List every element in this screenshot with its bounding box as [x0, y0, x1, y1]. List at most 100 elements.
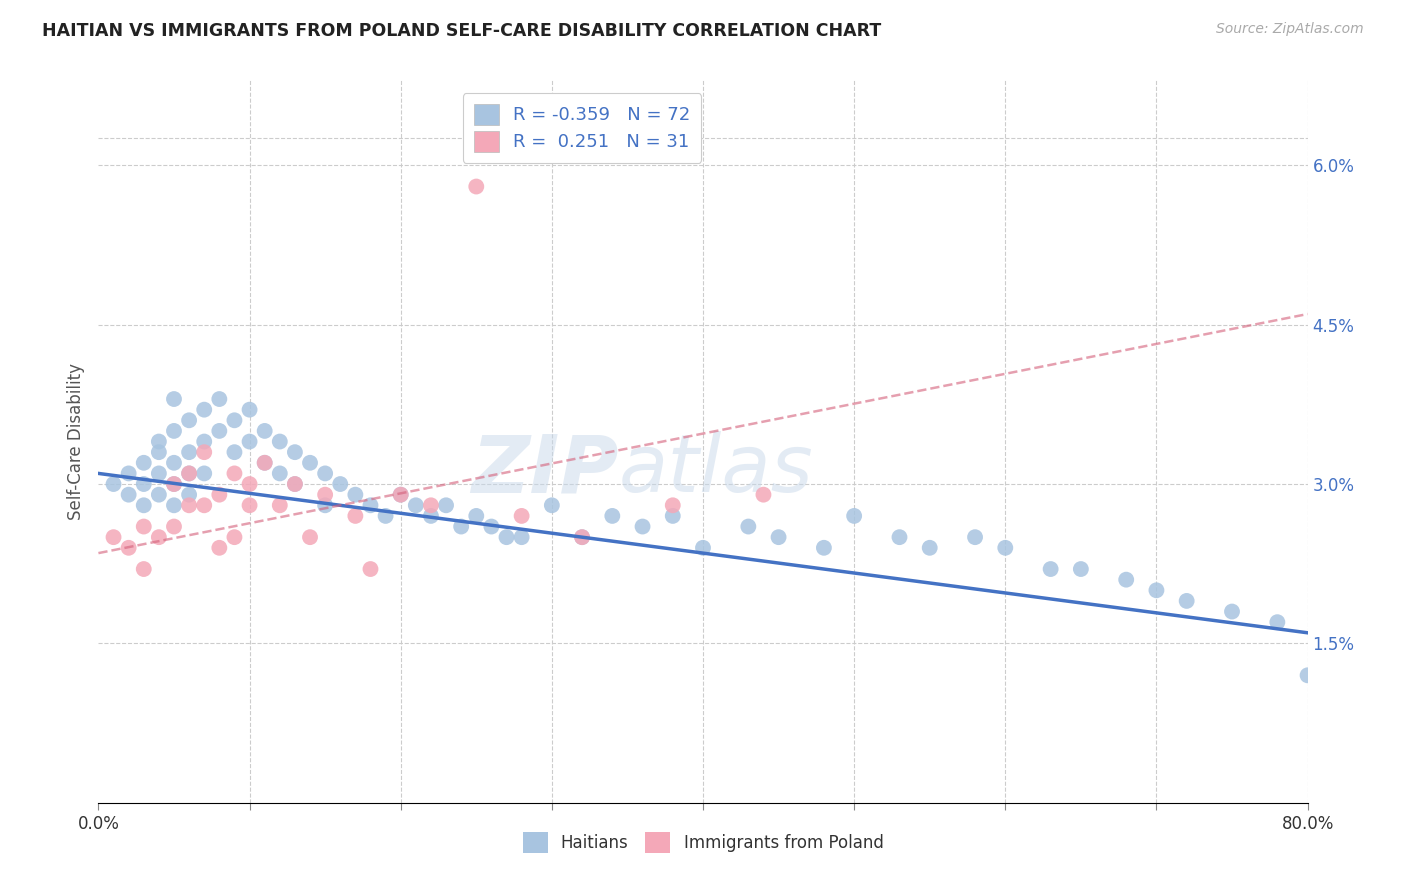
Point: [329, 477, 352, 491]
Point: [661, 508, 683, 523]
Point: [193, 402, 215, 417]
Point: [132, 562, 155, 576]
Point: [571, 530, 593, 544]
Point: [1070, 562, 1092, 576]
Point: [118, 488, 141, 502]
Point: [224, 445, 246, 459]
Point: [389, 488, 412, 502]
Point: [193, 434, 215, 449]
Point: [360, 562, 382, 576]
Point: [737, 519, 759, 533]
Point: [179, 445, 201, 459]
Text: HAITIAN VS IMMIGRANTS FROM POLAND SELF-CARE DISABILITY CORRELATION CHART: HAITIAN VS IMMIGRANTS FROM POLAND SELF-C…: [42, 22, 882, 40]
Point: [118, 541, 141, 555]
Point: [163, 424, 186, 438]
Text: Source: ZipAtlas.com: Source: ZipAtlas.com: [1216, 22, 1364, 37]
Point: [571, 530, 593, 544]
Point: [540, 498, 562, 512]
Point: [1267, 615, 1289, 630]
Point: [193, 498, 215, 512]
Point: [269, 434, 291, 449]
Point: [208, 424, 231, 438]
Point: [163, 519, 186, 533]
Point: [253, 456, 276, 470]
Point: [163, 477, 186, 491]
Point: [768, 530, 790, 544]
Point: [163, 498, 186, 512]
Point: [314, 467, 336, 481]
Point: [314, 498, 336, 512]
Point: [284, 477, 307, 491]
Point: [239, 402, 262, 417]
Point: [208, 392, 231, 406]
Point: [193, 445, 215, 459]
Point: [994, 541, 1017, 555]
Point: [344, 488, 367, 502]
Point: [284, 477, 307, 491]
Point: [465, 179, 488, 194]
Point: [132, 519, 155, 533]
Point: [269, 467, 291, 481]
Point: [224, 467, 246, 481]
Point: [132, 477, 155, 491]
Point: [510, 530, 533, 544]
Point: [239, 498, 262, 512]
Point: [389, 488, 412, 502]
Point: [1296, 668, 1319, 682]
Point: [1220, 605, 1243, 619]
Point: [163, 456, 186, 470]
Point: [148, 530, 170, 544]
Point: [692, 541, 714, 555]
Point: [602, 508, 624, 523]
Point: [224, 413, 246, 427]
Point: [179, 467, 201, 481]
Point: [179, 498, 201, 512]
Point: [405, 498, 427, 512]
Point: [179, 467, 201, 481]
Point: [314, 488, 336, 502]
Point: [434, 498, 457, 512]
Point: [179, 488, 201, 502]
Point: [299, 456, 322, 470]
Point: [889, 530, 911, 544]
Point: [1175, 594, 1198, 608]
Point: [374, 508, 396, 523]
Point: [1144, 583, 1167, 598]
Point: [148, 488, 170, 502]
Point: [481, 519, 503, 533]
Text: ZIP: ZIP: [471, 432, 619, 509]
Point: [1115, 573, 1137, 587]
Point: [752, 488, 775, 502]
Y-axis label: Self-Care Disability: Self-Care Disability: [66, 363, 84, 520]
Point: [132, 498, 155, 512]
Point: [510, 508, 533, 523]
Legend: Haitians, Immigrants from Poland: Haitians, Immigrants from Poland: [516, 826, 890, 860]
Point: [965, 530, 987, 544]
Point: [420, 508, 443, 523]
Point: [208, 488, 231, 502]
Point: [148, 467, 170, 481]
Text: atlas: atlas: [619, 432, 813, 509]
Point: [253, 456, 276, 470]
Point: [193, 467, 215, 481]
Point: [844, 508, 866, 523]
Point: [360, 498, 382, 512]
Point: [344, 508, 367, 523]
Point: [208, 541, 231, 555]
Point: [103, 530, 125, 544]
Point: [163, 392, 186, 406]
Point: [163, 477, 186, 491]
Point: [661, 498, 683, 512]
Point: [132, 456, 155, 470]
Point: [1039, 562, 1062, 576]
Point: [420, 498, 443, 512]
Point: [253, 424, 276, 438]
Point: [224, 530, 246, 544]
Point: [495, 530, 517, 544]
Point: [239, 434, 262, 449]
Point: [179, 413, 201, 427]
Point: [631, 519, 654, 533]
Point: [103, 477, 125, 491]
Point: [148, 445, 170, 459]
Point: [284, 445, 307, 459]
